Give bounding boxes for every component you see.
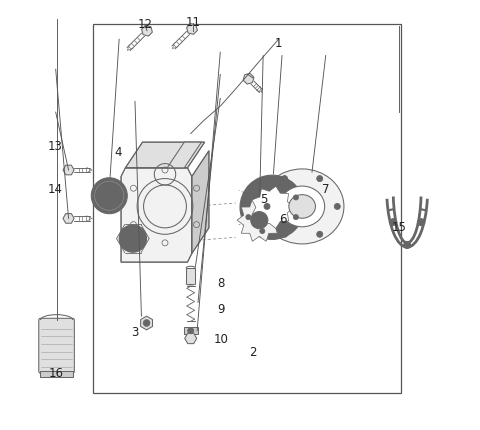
Polygon shape (185, 333, 197, 344)
Circle shape (317, 175, 323, 181)
Polygon shape (187, 24, 197, 34)
Circle shape (91, 178, 127, 214)
Text: 11: 11 (185, 16, 200, 30)
Text: 1: 1 (275, 37, 282, 50)
Polygon shape (252, 186, 294, 228)
Ellipse shape (289, 195, 315, 218)
Circle shape (246, 195, 251, 200)
Polygon shape (237, 199, 282, 241)
Polygon shape (243, 74, 254, 84)
Circle shape (246, 215, 251, 220)
Circle shape (282, 175, 288, 181)
Circle shape (119, 225, 146, 252)
Polygon shape (142, 25, 152, 36)
Text: 16: 16 (49, 367, 64, 380)
Circle shape (404, 242, 410, 249)
Text: 4: 4 (114, 146, 121, 160)
Circle shape (279, 181, 285, 186)
Polygon shape (121, 168, 192, 262)
Polygon shape (125, 142, 204, 168)
Circle shape (260, 181, 265, 186)
Circle shape (143, 319, 150, 326)
Circle shape (188, 328, 194, 334)
Circle shape (282, 231, 288, 237)
Circle shape (390, 219, 396, 226)
Bar (186, 268, 195, 283)
Text: 12: 12 (137, 18, 152, 31)
Circle shape (293, 215, 299, 220)
Circle shape (97, 184, 121, 208)
Text: 8: 8 (217, 277, 224, 290)
FancyBboxPatch shape (39, 318, 74, 373)
Circle shape (418, 219, 425, 226)
Text: 5: 5 (260, 194, 267, 206)
Text: 6: 6 (279, 213, 287, 226)
Text: 10: 10 (213, 333, 228, 346)
Circle shape (293, 195, 299, 200)
Text: 3: 3 (132, 326, 139, 339)
Circle shape (279, 228, 285, 233)
Circle shape (317, 231, 323, 237)
Circle shape (260, 228, 265, 233)
Text: 7: 7 (322, 183, 329, 196)
Text: 2: 2 (249, 346, 257, 359)
Text: 13: 13 (48, 140, 62, 153)
Bar (40, 372, 72, 377)
Polygon shape (63, 214, 74, 223)
Text: 14: 14 (48, 183, 62, 196)
Polygon shape (192, 150, 209, 254)
Circle shape (240, 175, 304, 240)
Ellipse shape (260, 169, 344, 244)
Polygon shape (63, 165, 74, 175)
Circle shape (264, 203, 270, 209)
Circle shape (251, 212, 268, 229)
Circle shape (334, 203, 340, 209)
Polygon shape (141, 316, 153, 330)
Ellipse shape (280, 186, 324, 227)
Polygon shape (167, 142, 202, 168)
Bar (184, 327, 198, 334)
Text: 15: 15 (392, 221, 407, 234)
Text: 9: 9 (217, 303, 225, 316)
Bar (94, 24, 401, 393)
